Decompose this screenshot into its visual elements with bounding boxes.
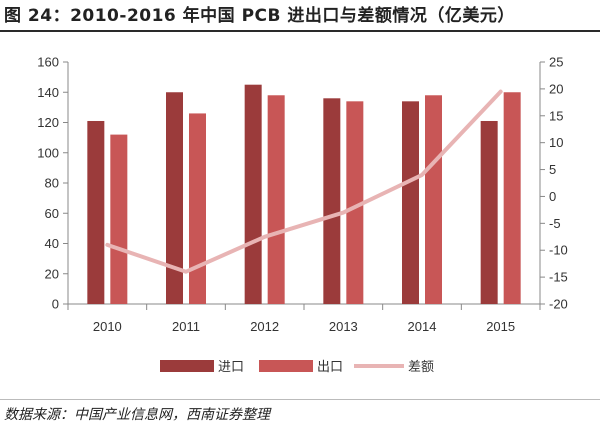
bar-import bbox=[87, 120, 105, 304]
bar-import bbox=[166, 92, 183, 304]
bar-import bbox=[402, 101, 419, 304]
left-tick-label: 160 bbox=[37, 55, 59, 70]
left-tick-label: 140 bbox=[37, 85, 59, 100]
right-tick-label: -5 bbox=[549, 216, 561, 231]
bars-layer bbox=[87, 84, 521, 305]
legend-swatch bbox=[160, 360, 214, 372]
legend-export: 出口 bbox=[259, 360, 343, 375]
left-tick-label: 40 bbox=[45, 236, 59, 251]
right-tick-label: 20 bbox=[549, 81, 563, 96]
bar-import bbox=[244, 84, 262, 304]
right-tick-label: 5 bbox=[549, 162, 556, 177]
bar-import bbox=[480, 120, 498, 304]
right-y-axis: -20 -15 -10 -5 0 5 10 15 20 25 bbox=[539, 55, 568, 312]
legend-balance: 差额 bbox=[354, 360, 434, 375]
legend-label: 进口 bbox=[218, 360, 244, 375]
x-tick-label: 2011 bbox=[172, 319, 200, 334]
left-tick-label: 60 bbox=[45, 206, 59, 221]
right-tick-label: 15 bbox=[549, 108, 563, 123]
x-tick-label: 2012 bbox=[250, 319, 279, 334]
x-tick-label: 2010 bbox=[93, 319, 122, 334]
line-layer bbox=[105, 89, 503, 274]
legend-label: 出口 bbox=[317, 360, 343, 375]
left-tick-label: 120 bbox=[37, 115, 59, 130]
legend-import: 进口 bbox=[160, 360, 244, 375]
bar-export bbox=[346, 101, 364, 304]
right-tick-label: -10 bbox=[549, 243, 568, 258]
legend: 进口 出口 差额 bbox=[160, 360, 434, 375]
x-tick-label: 2014 bbox=[408, 319, 437, 334]
title-divider bbox=[0, 30, 600, 32]
left-tick-label: 100 bbox=[37, 145, 59, 160]
x-tick-label: 2015 bbox=[486, 319, 515, 334]
right-tick-label: -20 bbox=[549, 297, 568, 312]
left-y-axis: 0 20 40 60 80 100 120 140 160 bbox=[37, 55, 69, 312]
right-tick-label: -15 bbox=[549, 270, 568, 285]
bar-export bbox=[425, 95, 442, 305]
x-axis: 2010 2011 2012 2013 2014 2015 bbox=[67, 303, 541, 334]
footer-divider bbox=[0, 399, 600, 400]
left-tick-label: 20 bbox=[45, 266, 59, 281]
bar-export bbox=[267, 95, 285, 305]
bar-export bbox=[503, 92, 521, 304]
bar-import bbox=[323, 98, 341, 304]
right-tick-label: 10 bbox=[549, 135, 563, 150]
chart-title: 图 24：2010-2016 年中国 PCB 进出口与差额情况（亿美元） bbox=[4, 6, 515, 26]
left-tick-label: 0 bbox=[52, 297, 59, 312]
balance-line bbox=[105, 89, 503, 274]
source-note: 数据来源：中国产业信息网，西南证券整理 bbox=[4, 407, 270, 423]
legend-label: 差额 bbox=[408, 360, 434, 375]
right-tick-label: 25 bbox=[549, 55, 563, 70]
x-tick-label: 2013 bbox=[329, 319, 358, 334]
right-tick-label: 0 bbox=[549, 189, 556, 204]
bar-export bbox=[110, 134, 128, 304]
left-tick-label: 80 bbox=[45, 176, 59, 191]
bar-export bbox=[189, 113, 206, 304]
legend-swatch bbox=[259, 360, 313, 372]
chart: 0 20 40 60 80 100 120 140 160 -20 -15 -10 -5 0 5 10 15 2… bbox=[37, 55, 568, 376]
